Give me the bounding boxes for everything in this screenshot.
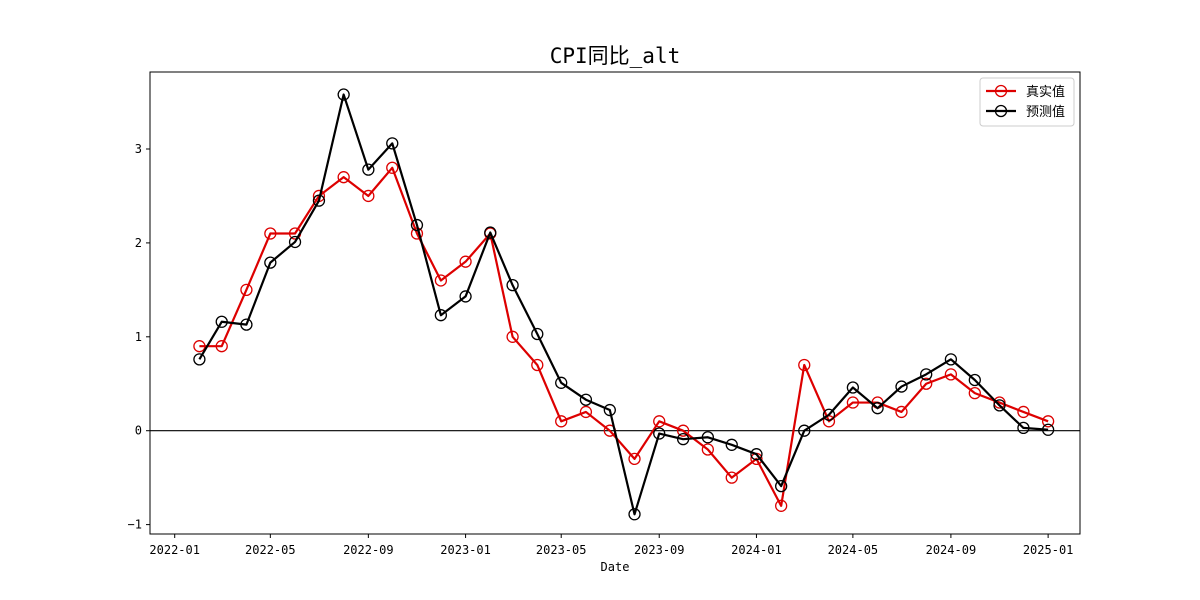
x-tick-label: 2023-09	[634, 543, 685, 557]
series-2-point	[215, 315, 228, 328]
series-1-point	[920, 377, 933, 390]
series-2-point	[506, 279, 519, 292]
x-tick-label: 2024-09	[926, 543, 977, 557]
series-1-point	[193, 340, 206, 353]
series-2-point	[288, 235, 302, 249]
y-tick-label: −1	[128, 518, 142, 532]
plot-frame	[149, 71, 1081, 535]
x-tick-label: 2022-01	[149, 543, 200, 557]
series-1-point	[653, 415, 666, 428]
series-2-point	[895, 380, 908, 393]
series-1-point	[1017, 405, 1030, 419]
series-2-point	[337, 88, 350, 101]
series-2-point	[603, 403, 616, 417]
series-1-point	[362, 189, 375, 203]
series-line-2	[198, 93, 1049, 516]
x-tick-label: 2022-05	[245, 543, 296, 557]
axis-ticks: 2022-01 2022-05 2022-09 2023-01 2023-05 2023-…	[128, 142, 1074, 557]
x-tick-label: 2023-05	[536, 543, 587, 557]
y-tick-label: 1	[135, 330, 142, 344]
y-tick-label: 3	[135, 142, 142, 156]
series-1-point	[240, 283, 253, 297]
series-2-point	[920, 368, 933, 381]
series-2-point	[579, 393, 593, 406]
series-1-point	[1041, 415, 1055, 428]
series-1-point	[993, 396, 1006, 409]
series-1-point	[531, 358, 544, 372]
series-2-point	[531, 327, 544, 341]
series-2-point	[676, 433, 690, 446]
x-tick-label: 2023-01	[440, 543, 491, 557]
series-2-point	[822, 408, 836, 421]
series-1-point	[798, 358, 811, 372]
series-1-point	[846, 396, 860, 409]
series-1-point	[579, 405, 593, 419]
series-2-point	[362, 163, 375, 176]
series-1-point	[775, 499, 788, 512]
series-1-point	[628, 452, 641, 466]
y-tick-label: 0	[135, 424, 142, 438]
series-1-point	[264, 227, 277, 240]
series-2-point	[968, 373, 981, 387]
chart-title: CPI同比_alt	[550, 44, 681, 68]
series-1-point	[337, 171, 350, 184]
series-2-point	[871, 402, 884, 415]
series-1-point	[968, 386, 981, 400]
series-2-point	[846, 381, 860, 394]
series-2-point	[628, 508, 641, 521]
series-2-point	[312, 194, 326, 207]
x-tick-label: 2024-05	[828, 543, 879, 557]
series-2-point	[993, 399, 1006, 412]
series-2-point	[1041, 423, 1055, 436]
series-1-point	[386, 161, 399, 174]
series-2-point	[264, 256, 277, 269]
x-axis-label: Date	[601, 560, 630, 574]
series-1-point	[895, 405, 908, 419]
series-2-point	[750, 448, 763, 461]
series-1-point	[944, 368, 958, 381]
series-2-point	[484, 226, 497, 239]
series-1-point	[459, 255, 472, 268]
series-1-point	[555, 415, 568, 428]
series-2-point	[798, 424, 811, 437]
series-2-point	[459, 290, 472, 303]
series-2-point	[944, 353, 958, 366]
series-1-point	[701, 443, 714, 456]
series-2-point	[1017, 421, 1030, 435]
series-1-point	[506, 330, 519, 343]
series-2-point	[386, 137, 399, 150]
series-1-point	[215, 340, 228, 353]
series-1-point	[725, 471, 738, 484]
series-2-point	[701, 431, 714, 444]
series-2-point	[434, 309, 448, 322]
series-2-point	[193, 353, 206, 366]
x-tick-label: 2022-09	[343, 543, 394, 557]
series-2-point	[555, 376, 568, 389]
series-2-point	[653, 427, 666, 440]
series-line-1	[199, 166, 1049, 507]
series-2-point	[410, 218, 424, 232]
series-2-point	[240, 318, 253, 331]
series-2-point	[775, 479, 788, 493]
x-tick-label: 2024-01	[731, 543, 782, 557]
y-tick-label: 2	[135, 236, 142, 250]
legend-label-1: 真实值	[1026, 84, 1065, 100]
legend-marker-1	[994, 84, 1008, 98]
legend-marker-2	[994, 104, 1008, 118]
x-tick-label: 2025-01	[1023, 543, 1074, 557]
series-2-point	[725, 438, 738, 451]
legend-label-2: 预测值	[1026, 104, 1065, 120]
series-1-point	[676, 424, 690, 437]
plot-area	[150, 88, 1080, 521]
series-1-point	[434, 274, 448, 287]
